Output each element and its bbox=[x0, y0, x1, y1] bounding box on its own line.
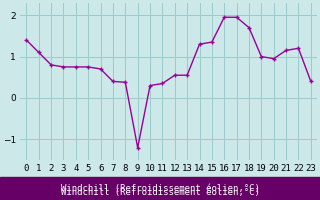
Text: Windchill (Refroidissement éolien,°C): Windchill (Refroidissement éolien,°C) bbox=[60, 188, 260, 196]
Text: Windchill (Refroidissement éolien,°C): Windchill (Refroidissement éolien,°C) bbox=[60, 184, 260, 194]
